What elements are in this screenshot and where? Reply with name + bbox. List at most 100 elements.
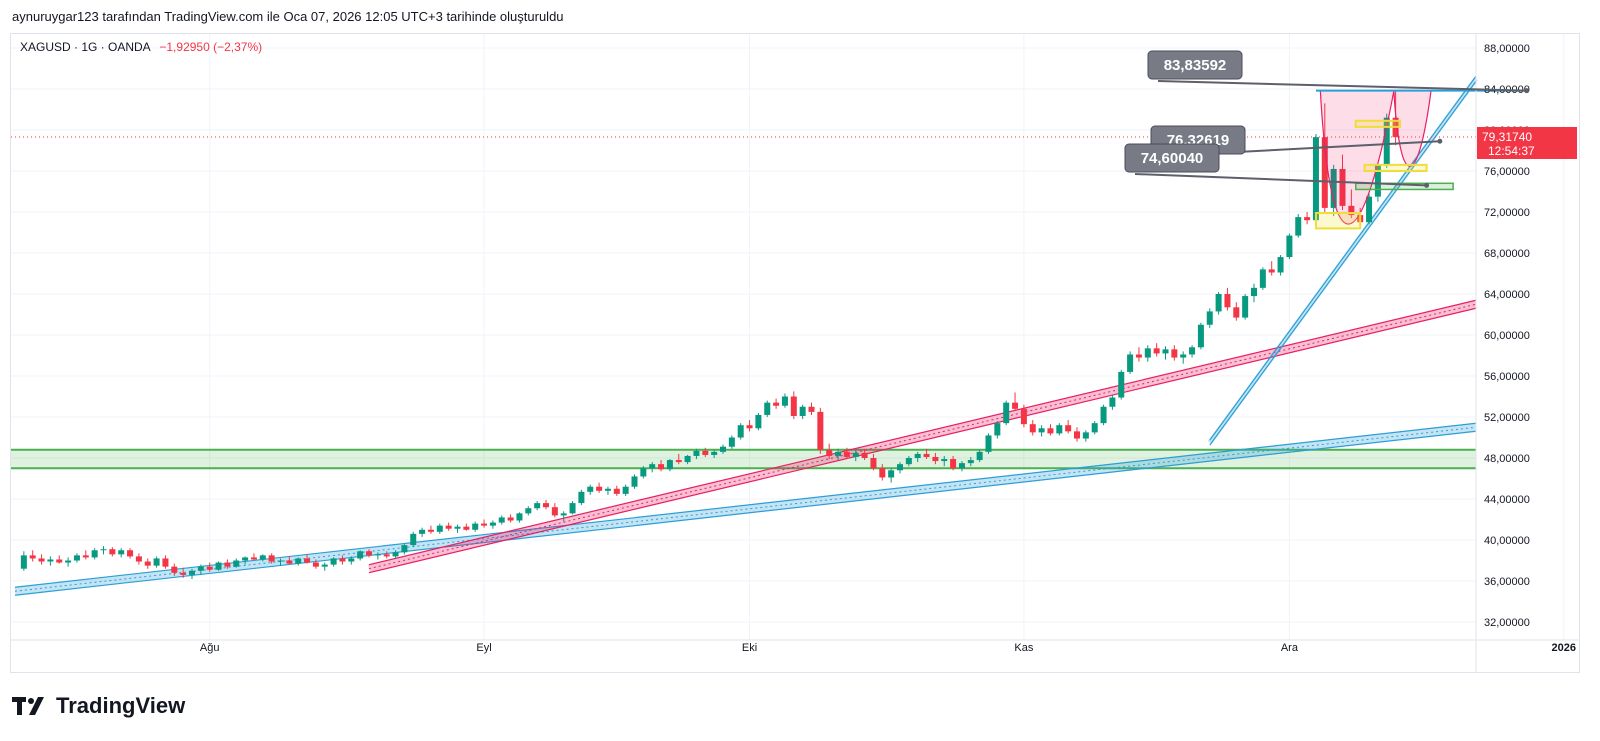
tradingview-logo-icon [12,697,44,715]
callout-dot-1 [1437,138,1443,144]
candle-body [348,558,355,562]
blue-long-channel-upper [14,422,1477,588]
candle-body [47,559,54,562]
y-tick-label: 60,00000 [1484,330,1530,342]
y-tick-label: 48,00000 [1484,453,1530,465]
chart-frame[interactable]: 32,00000 36,00000 40,00000 44,00000 48,00000… [10,33,1580,673]
candle-body [755,414,762,429]
candle-body [135,556,142,562]
cup-right [1393,90,1432,167]
y-tick-label: 52,00000 [1484,412,1530,424]
candle-body [1135,354,1142,358]
candle-body [693,450,700,456]
candle-body [516,513,523,521]
pink-channel-upper [368,299,1477,566]
candle-body [507,517,514,521]
candle-body [1180,354,1187,358]
candle-body [498,517,505,523]
candle-body [153,558,160,566]
candle-body [171,566,178,573]
y-tick-label: 32,00000 [1484,617,1530,629]
callout-box-2 [1124,143,1220,173]
current-price-value: 79,31740 [1482,130,1532,144]
symbol-change: −1,92950 (−2,37%) [159,40,263,54]
candle-body [675,460,682,463]
y-tick-label: 56,00000 [1484,371,1530,383]
price-chart[interactable]: 32,00000 36,00000 40,00000 44,00000 48,00000… [11,34,1579,672]
callout-dot-2 [1424,182,1430,188]
candle-body [728,437,735,447]
candle-body [799,406,806,416]
candle-body [560,513,567,516]
candle-body [773,402,780,406]
candle-body [1118,371,1125,398]
candle-body [463,526,470,530]
candle-body [879,468,886,478]
candle-body [1127,354,1134,372]
candle-body [1251,287,1257,297]
callout-box-0 [1147,50,1243,80]
candle-body [366,551,372,556]
candle-body [189,570,195,575]
candle-body [295,558,302,564]
candle-body [100,549,107,551]
candle-body [569,503,576,514]
annotation-layer [11,89,1529,230]
y-tick-label: 40,00000 [1484,535,1530,547]
candle-body [1339,168,1346,206]
candle-body [994,423,1001,436]
candle-body [1029,424,1036,433]
candle-body [1259,269,1266,288]
symbol-name: XAGUSD · 1G · OANDA [20,40,151,54]
tradingview-brand[interactable]: TradingView [12,693,185,719]
candle-body [233,560,240,567]
candle-body [985,435,992,452]
candle-body [1082,432,1089,439]
candle-body [1383,117,1390,165]
candle-body [118,550,125,555]
candle-body [781,396,788,406]
candle-body [720,446,726,452]
candle-body [472,523,479,530]
candle-body [38,558,45,562]
y-tick-label: 68,00000 [1484,248,1530,260]
candle-body [330,558,337,565]
candle-body [1224,294,1231,308]
y-tick-label: 44,00000 [1484,494,1530,506]
candle-body [1233,307,1240,318]
candle-body [941,459,948,462]
candle-body [259,555,266,560]
candle-body [206,566,213,570]
yellow-zone-1 [1363,163,1428,173]
candle-body [1374,164,1381,197]
candle-body [790,396,797,416]
candle-body [401,545,408,553]
y-tick-label: 36,00000 [1484,576,1530,588]
candle-body [852,452,859,457]
callout-dot-0 [1524,88,1530,94]
candle-body [321,564,328,567]
green-small-zone [1355,182,1454,191]
candle-body [144,561,151,566]
candle-body [1348,205,1355,216]
candle-body [1268,269,1275,273]
candle-body [91,550,98,558]
candle-body [888,470,895,478]
candle-body [454,526,461,529]
x-tick-label: Kas [1014,642,1033,654]
candle-body [20,555,27,569]
blue-long-channel-mid [14,426,1477,592]
candle-body [1286,235,1293,258]
green-support-zone [11,449,1476,469]
candle-body [242,557,249,561]
callout-pointer-2 [1134,173,1427,187]
candle-body [56,559,63,563]
pink-channel-band [368,300,1477,573]
candle-body [339,558,346,562]
candle-body [197,566,204,571]
candle-body [1312,137,1319,221]
current-price-countdown: 12:54:37 [1488,144,1535,158]
symbol-legend[interactable]: XAGUSD · 1G · OANDA −1,92950 (−2,37%) [20,40,262,54]
candle-body [1074,431,1080,439]
yellow-zone-2 [1314,212,1362,230]
